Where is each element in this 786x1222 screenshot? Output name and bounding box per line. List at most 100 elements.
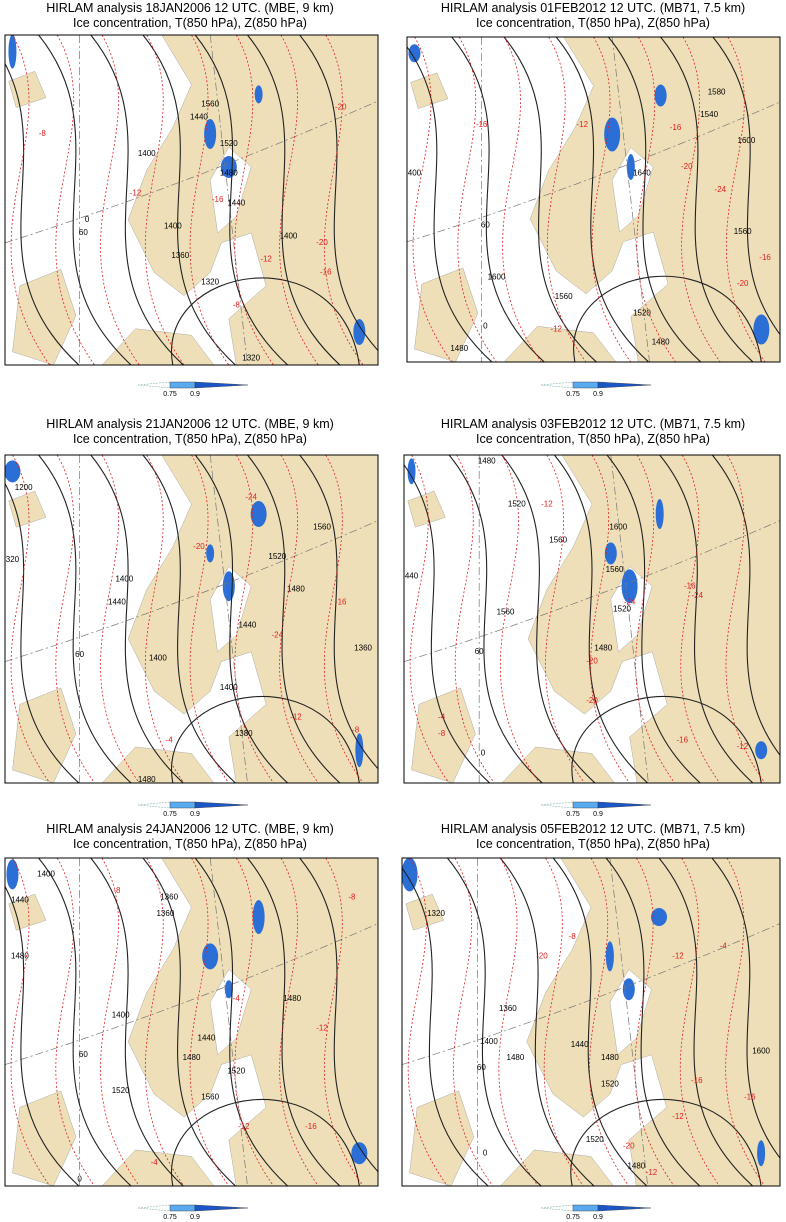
ice-patch	[604, 117, 621, 152]
contour-label: 1440	[11, 896, 29, 905]
contour-label: 1520	[613, 604, 631, 613]
contour-label: -20	[737, 279, 749, 288]
colorbar-label: 0.9	[190, 391, 200, 398]
contour-label: -8	[113, 886, 121, 895]
contour-label: 1400	[112, 1011, 130, 1020]
colorbar-high	[194, 381, 249, 389]
ice-patch	[604, 542, 617, 565]
height-contour	[555, 37, 650, 362]
colorbar-mid	[169, 801, 196, 809]
ice-patch	[6, 859, 19, 890]
ice-patch	[254, 85, 263, 104]
temperature-contour	[10, 35, 51, 365]
contour-label: -12	[672, 1112, 684, 1121]
contour-label: -12	[737, 742, 749, 751]
map	[407, 37, 780, 362]
height-contour	[5, 62, 80, 365]
map	[5, 455, 378, 783]
contour-label: -20	[681, 162, 693, 171]
contour-label: -20	[586, 657, 598, 666]
temperature-contour	[189, 35, 230, 365]
height-contour	[90, 35, 185, 365]
contour-label: 60	[475, 647, 484, 656]
contour-label: -24	[691, 591, 703, 600]
ice-patch	[353, 319, 366, 345]
contour-label: 1520	[227, 1066, 245, 1075]
height-contour	[451, 37, 546, 362]
land	[526, 858, 780, 1186]
contour-label: 1560	[201, 1093, 219, 1102]
contour-label: -16	[684, 581, 696, 590]
contour-label: 1600	[488, 273, 506, 282]
height-contour	[658, 858, 754, 1186]
ice-patch	[407, 458, 416, 485]
map	[5, 858, 378, 1186]
contour-label: 1440	[108, 598, 126, 607]
contour-label: 1480	[601, 1053, 619, 1062]
height-contour	[299, 35, 378, 352]
contour-label: 1560	[201, 99, 219, 108]
ice-patch	[626, 154, 635, 180]
height-contour	[503, 37, 598, 362]
colorbar-label: 0.75	[163, 811, 177, 818]
land	[127, 35, 378, 365]
height-contour	[552, 858, 648, 1186]
contour-label: 1520	[220, 139, 238, 148]
colorbar-high	[597, 1204, 652, 1212]
contour-label: 1480	[652, 338, 670, 347]
ice-patch	[621, 569, 638, 604]
contour-label: 1560	[555, 292, 573, 301]
contour-label: 1480	[220, 169, 238, 178]
contour-label: 1640	[633, 169, 651, 178]
height-contour	[194, 858, 289, 1186]
map-panel: HIRLAM analysis 01FEB2012 12 UTC. (MB71,…	[406, 1, 781, 398]
height-contour	[606, 455, 702, 783]
contour-label: -24	[715, 185, 727, 194]
contour-label: 1480	[11, 952, 29, 961]
height-contour	[194, 455, 289, 783]
contour-label: 1440	[227, 198, 245, 207]
panel-subtitle: Ice concentration, T(850 hPa), Z(850 hPa…	[73, 432, 307, 446]
contour-label: -4	[151, 1158, 159, 1167]
baltic-sea	[609, 969, 652, 1056]
contour-label: 1440	[239, 621, 257, 630]
colorbar-label: 0.9	[593, 391, 603, 398]
contour-label: -24	[245, 493, 257, 502]
contour-label: -16	[691, 1076, 703, 1085]
height-contour	[607, 37, 702, 362]
map-frame	[4, 454, 379, 784]
colorbar-label: 0.75	[163, 391, 177, 398]
colorbar-low	[540, 1204, 574, 1212]
contour-label: 0	[77, 1175, 82, 1184]
height-contour	[142, 858, 237, 1186]
contour-label: 400	[408, 169, 422, 178]
height-contour	[90, 455, 185, 783]
contour-label: -16	[212, 195, 224, 204]
contour-label: 1440	[190, 113, 208, 122]
contour-label: 1360	[499, 1004, 517, 1013]
map-frame	[403, 454, 781, 784]
panel-title: HIRLAM analysis 21JAN2006 12 UTC. (MBE, …	[46, 417, 334, 431]
height-contour	[5, 885, 80, 1186]
colorbar-high	[194, 1204, 249, 1212]
colorbar-label: 0.9	[593, 1214, 603, 1221]
map-frame	[4, 857, 379, 1187]
contour-label: 1560	[313, 522, 331, 531]
contour-label: 1520	[268, 552, 286, 561]
height-contour	[404, 464, 491, 783]
land	[127, 455, 378, 783]
contour-label: 1380	[235, 729, 253, 738]
ice-patch	[206, 544, 215, 563]
contour-label: 440	[405, 571, 419, 580]
height-contour	[659, 455, 754, 783]
contour-label: 1480	[138, 775, 156, 784]
contour-label: 1360	[160, 892, 178, 901]
colorbar-label: 0.75	[566, 811, 580, 818]
colorbar-high	[597, 801, 652, 809]
contour-label: -20	[623, 1142, 635, 1151]
contour-label: 60	[481, 221, 490, 230]
contour-label: -12	[646, 1168, 658, 1177]
contour-label: 1580	[708, 87, 726, 96]
panel-title: HIRLAM analysis 05FEB2012 12 UTC. (MB71,…	[441, 822, 745, 836]
height-contour	[660, 37, 754, 362]
